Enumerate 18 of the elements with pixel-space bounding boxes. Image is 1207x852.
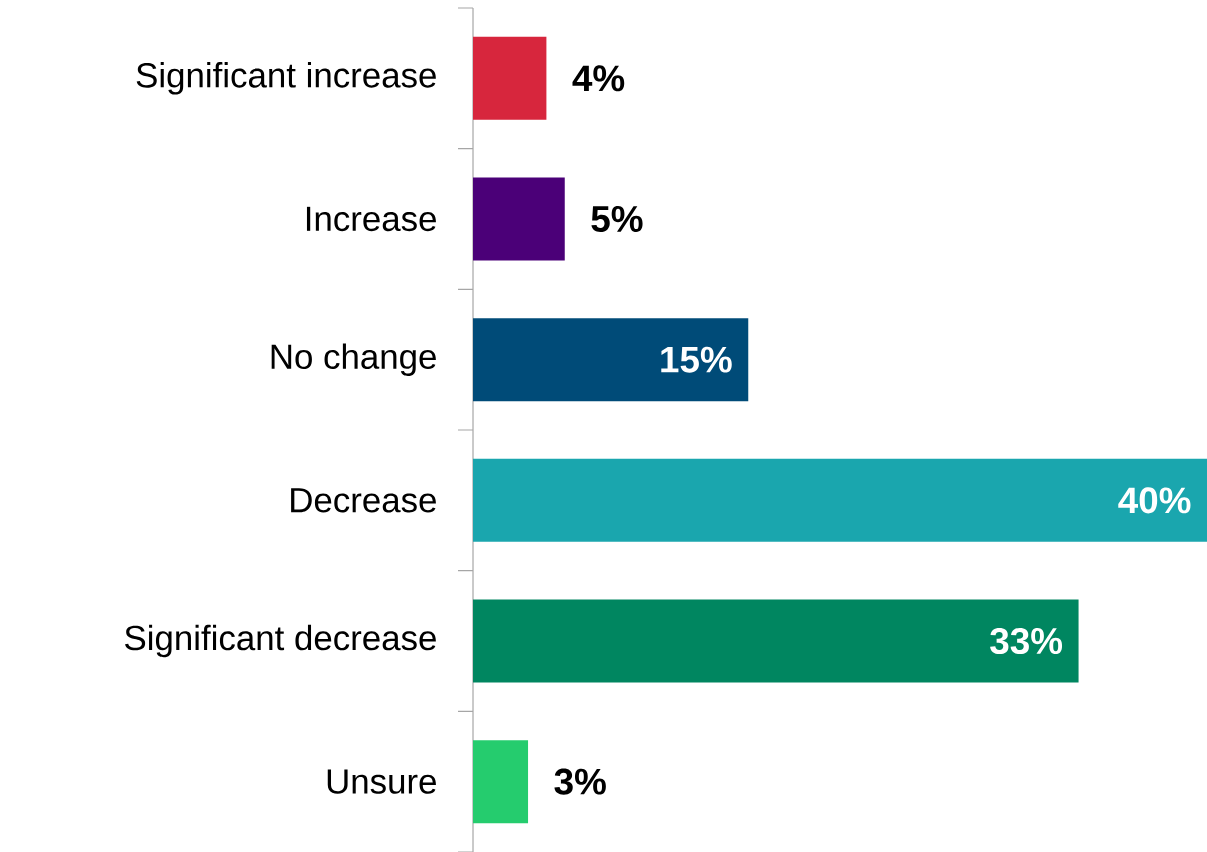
y-tick-label: Decrease xyxy=(291,488,436,513)
y-tick-label: Increase xyxy=(306,206,436,232)
y-tick-label: Significant decrease xyxy=(125,624,436,658)
y-tick-label: Unsure xyxy=(327,769,436,794)
bar xyxy=(473,177,565,261)
bar xyxy=(473,318,749,402)
data-label: 15% xyxy=(661,346,732,373)
bar xyxy=(473,36,547,120)
y-tick-label: No change xyxy=(271,343,436,376)
data-label: 33% xyxy=(990,627,1063,655)
data-label: 4% xyxy=(572,65,625,92)
data-label: 3% xyxy=(554,768,606,795)
bar xyxy=(473,458,1207,542)
bar xyxy=(473,740,529,824)
data-label: 5% xyxy=(591,206,643,233)
data-label: 40% xyxy=(1118,487,1191,514)
bar xyxy=(473,599,1079,683)
y-tick-label: Significant increase xyxy=(136,62,436,95)
